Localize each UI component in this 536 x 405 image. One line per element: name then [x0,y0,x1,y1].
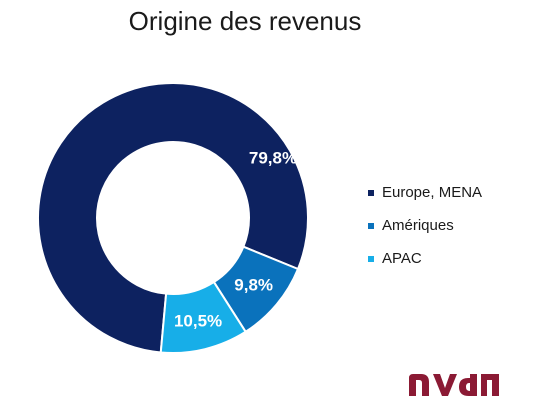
legend-swatch [368,222,374,229]
data-label: 9,8% [234,276,273,295]
legend-item: Europe, MENA [368,176,482,209]
donut-slice-europe-mena [37,82,309,354]
donut-slice-apac [159,280,248,354]
legend-label: Europe, MENA [382,184,483,201]
data-label: 10,5% [174,311,222,330]
legend-label: Amériques [382,217,454,234]
legend-item: Amériques [368,209,482,242]
company-logo [409,374,499,396]
legend-swatch [368,255,374,262]
legend-swatch [368,189,374,196]
legend-label: APAC [382,250,422,267]
legend: Europe, MENA Amériques APAC [368,176,482,275]
data-label: 79,8% [249,149,297,168]
chart-title: Origine des revenus [128,6,362,36]
legend-item: APAC [368,242,482,275]
